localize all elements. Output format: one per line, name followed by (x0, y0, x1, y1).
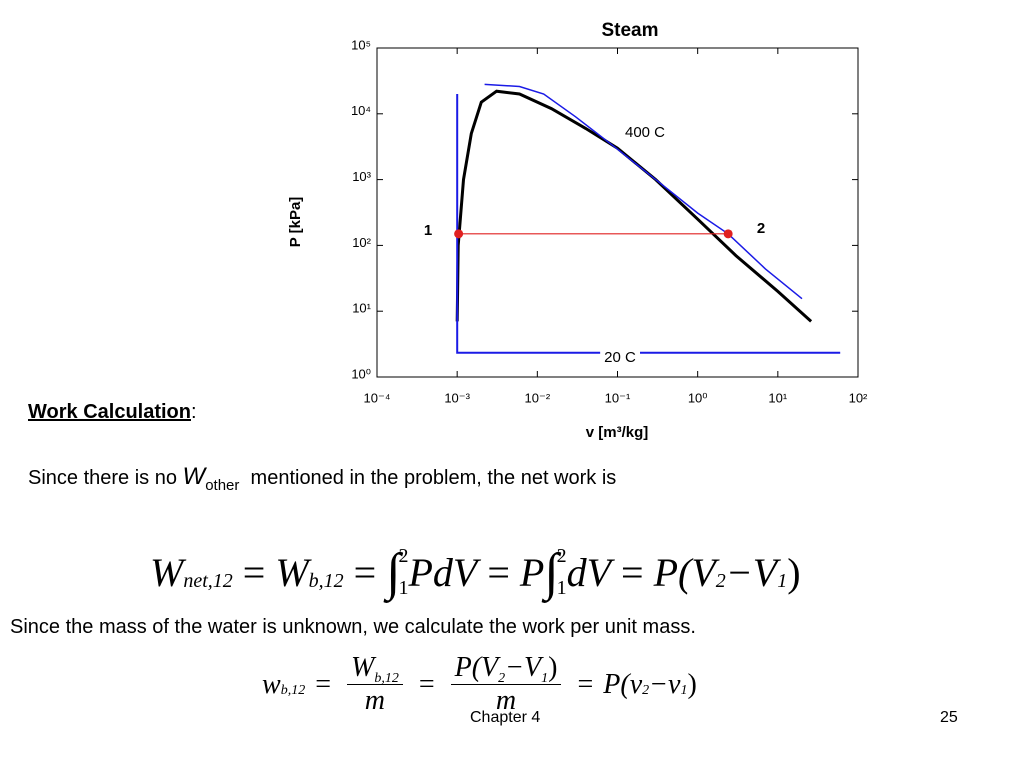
equation2: w b,12 = Wb,12 m = P(V2−V1) m = P(v 2 −v 1) (262, 652, 697, 717)
eq-token: 1 (398, 577, 409, 599)
fraction: Wb,12 m (346, 652, 403, 717)
x-tick-label: 10⁰ (688, 390, 708, 405)
eq-token: = (315, 668, 331, 700)
x-tick-label: 10⁻² (525, 390, 551, 405)
eq-token: m (495, 685, 517, 716)
eq-token: PdV (408, 549, 478, 595)
x-tick-label: 10¹ (768, 390, 787, 405)
x-tick-label: 10² (849, 390, 868, 405)
eq-token: 2 (642, 682, 650, 698)
state-point (454, 229, 464, 239)
y-tick-label: 10³ (352, 169, 371, 184)
eq-token: P(V (454, 652, 499, 683)
eq-token: 1 (680, 682, 688, 698)
annotation: 20 C (604, 349, 636, 366)
eq-token: 2 (556, 545, 567, 567)
y-axis-label: P [kPa] (287, 197, 304, 248)
text: Since there is no (28, 467, 177, 489)
series-line (484, 83, 803, 300)
eq-token: = (487, 549, 510, 595)
eq-token: ) (687, 668, 697, 700)
eq-token: b,12 (280, 682, 306, 698)
heading: Work Calculation (28, 401, 191, 423)
chart-title: Steam (601, 20, 658, 41)
eq-token: = (353, 549, 377, 595)
eq-token: = (242, 549, 266, 595)
symbol: W (182, 463, 206, 490)
eq-token: W (275, 549, 309, 595)
line1: Since there is no Wother mentioned in th… (28, 463, 617, 494)
x-axis-label: v [m³/kg] (586, 424, 649, 441)
series-line (455, 89, 813, 323)
eq-token: ∫ (386, 543, 401, 601)
eq-token: −v (649, 668, 681, 700)
eq-token: ∫ (544, 543, 559, 601)
fraction: P(V2−V1) m (450, 652, 562, 717)
y-tick-label: 10¹ (352, 301, 371, 316)
eq-token: P(V (653, 549, 716, 595)
heading-line: Work Calculation: (28, 401, 197, 424)
eq-token: W (150, 549, 184, 595)
series-line (456, 94, 841, 354)
integral: ∫ 2 1 (386, 540, 408, 604)
eq-token: 1 (777, 569, 788, 592)
state-point (723, 229, 733, 239)
label-background (600, 348, 641, 366)
integral: ∫ 2 1 (544, 540, 566, 604)
text: mentioned in the problem, the net work i… (250, 467, 617, 489)
y-tick-label: 10⁰ (351, 366, 371, 381)
eq-token: P(v (603, 668, 643, 700)
eq-token: 1 (541, 671, 549, 687)
eq-token: P (519, 549, 545, 595)
x-tick-label: 10⁻³ (444, 390, 470, 405)
eq-token: ) (548, 652, 558, 683)
y-tick-label: 10⁴ (351, 103, 371, 118)
eq-token: = (577, 668, 594, 700)
eq-token: m (364, 685, 386, 716)
annotation: 400 C (625, 124, 665, 141)
line2: Since the mass of the water is unknown, … (10, 616, 696, 638)
eq-token: b,12 (308, 569, 344, 592)
eq-token: W (350, 652, 375, 683)
y-tick-label: 10² (352, 235, 371, 250)
eq-token: −V (505, 652, 542, 683)
x-tick-label: 10⁻⁴ (364, 390, 391, 405)
eq-token: 2 (398, 545, 409, 567)
eq-token: 2 (498, 671, 506, 687)
eq-token: b,12 (374, 671, 399, 687)
label-background (620, 123, 670, 141)
eq-token: 2 (715, 569, 726, 592)
eq-token: −V (725, 549, 778, 595)
plot-frame (376, 47, 859, 378)
heading-colon: : (191, 401, 197, 423)
eq-token: dV (566, 549, 612, 595)
eq-token: 1 (556, 577, 567, 599)
eq-token: = (621, 549, 644, 595)
annotation: 1 (424, 222, 432, 239)
subscript: other (205, 477, 240, 494)
eq-token: net,12 (183, 569, 233, 592)
eq-token: w (262, 668, 281, 700)
footer: Chapter 4 (470, 709, 541, 726)
x-tick-label: 10⁻¹ (605, 390, 631, 405)
y-tick-label: 10⁵ (351, 37, 371, 52)
eq-token: = (418, 668, 435, 700)
eq-token: ) (787, 549, 801, 595)
annotation: 2 (757, 220, 765, 237)
page-number: 25 (940, 709, 958, 726)
